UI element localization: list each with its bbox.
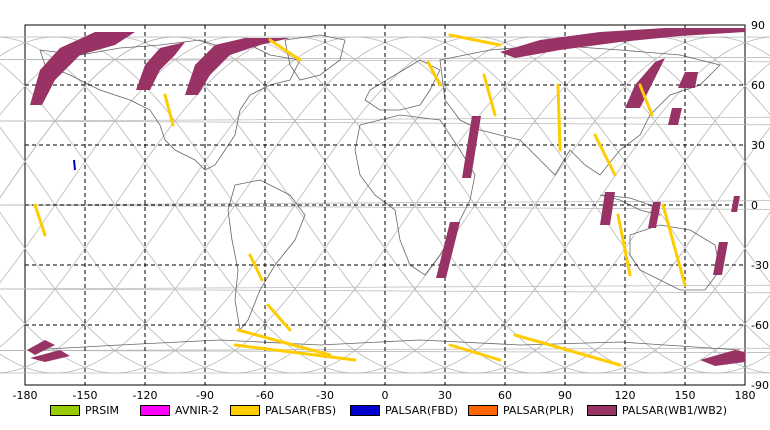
- lon-tick-label: -150: [73, 389, 98, 402]
- legend-label: PALSAR(FBS): [265, 403, 337, 417]
- lon-tick-label: 180: [735, 389, 756, 402]
- swath-wb: [600, 192, 615, 225]
- swath-wb: [462, 116, 481, 178]
- lon-tick-label: 30: [438, 389, 452, 402]
- swath-fbs: [268, 38, 302, 62]
- lon-tick-label: 150: [675, 389, 696, 402]
- lon-tick-labels: -180 -150 -120 -90 -60 -30 0 30 60 90 120 150 180: [13, 389, 756, 402]
- legend-swatch: [350, 404, 380, 416]
- swath-wb: [625, 58, 665, 108]
- lon-tick-label: 90: [558, 389, 572, 402]
- swaths-fbs: [33, 33, 687, 367]
- swath-fbs: [236, 328, 332, 357]
- swath-wb: [678, 72, 698, 88]
- lat-tick-label: -30: [751, 259, 769, 272]
- swath-wb: [136, 42, 185, 90]
- legend-item-avnir2: AVNIR-2: [140, 401, 219, 419]
- lon-tick-label: -90: [196, 389, 214, 402]
- lon-tick-label: 120: [615, 389, 636, 402]
- swaths-fbd: [73, 159, 76, 171]
- swath-wb: [185, 38, 290, 95]
- swath-fbd: [73, 159, 76, 171]
- swath-fbs: [661, 203, 687, 287]
- swaths-wb: [27, 28, 745, 366]
- swath-wb: [30, 32, 135, 105]
- legend-label: PALSAR(PLR): [503, 403, 574, 417]
- lat-tick-label: 90: [751, 19, 765, 32]
- swath-wb: [713, 242, 728, 275]
- legend-item-palsar-plr: PALSAR(PLR): [468, 401, 574, 419]
- greenland-outline: [284, 34, 346, 81]
- swath-fbs: [448, 33, 502, 47]
- swath-wb: [700, 350, 745, 366]
- swath-fbs: [638, 83, 654, 117]
- swath-fbs: [513, 333, 622, 367]
- swath-wb: [27, 340, 55, 355]
- lat-tick-labels: 90 60 30 0 -30 -60 -90: [751, 19, 769, 392]
- indonesia-outline: [599, 194, 662, 216]
- swath-fbs: [266, 303, 292, 332]
- swath-fbs: [616, 213, 632, 277]
- lat-tick-label: -60: [751, 319, 769, 332]
- lat-tick-label: 60: [751, 79, 765, 92]
- lon-tick-label: 60: [498, 389, 512, 402]
- orbit-tracks: [0, 36, 770, 374]
- swath-fbs: [593, 133, 617, 177]
- lon-tick-label: 0: [382, 389, 389, 402]
- legend-swatch: [468, 404, 498, 416]
- swath-wb: [731, 196, 740, 212]
- lat-tick-label: -90: [751, 379, 769, 392]
- legend-label: AVNIR-2: [175, 403, 219, 417]
- lat-tick-label: 0: [751, 199, 758, 212]
- swath-fbs: [426, 60, 442, 87]
- lat-tick-label: 30: [751, 139, 765, 152]
- lon-tick-label: -30: [316, 389, 334, 402]
- north-america-outline: [39, 39, 301, 171]
- swath-fbs: [448, 343, 502, 362]
- swath-wb: [648, 202, 661, 228]
- swath-wb: [500, 28, 745, 58]
- europe-outline: [364, 59, 441, 111]
- legend-label: PALSAR(FBD): [385, 403, 458, 417]
- legend-item-palsar-fbs: PALSAR(FBS): [230, 401, 336, 419]
- legend-label: PRSIM: [85, 403, 119, 417]
- lon-tick-label: -120: [133, 389, 158, 402]
- legend-item-palsar-fbd: PALSAR(FBD): [350, 401, 458, 419]
- swath-fbs: [556, 83, 562, 152]
- legend: PRSIM AVNIR-2 PALSAR(FBS) PALSAR(FBD) PA…: [0, 401, 770, 425]
- swath-fbs: [33, 203, 47, 237]
- legend-swatch: [587, 404, 617, 416]
- legend-item-prsim: PRSIM: [50, 401, 119, 419]
- lon-tick-label: -180: [13, 389, 38, 402]
- swath-fbs: [248, 253, 264, 282]
- swath-fbs: [482, 73, 497, 117]
- swath-wb: [436, 222, 460, 278]
- legend-label: PALSAR(WB1/WB2): [622, 403, 728, 417]
- legend-swatch: [50, 404, 80, 416]
- south-america-outline: [227, 179, 306, 331]
- swath-fbs: [233, 343, 357, 362]
- swath-wb: [30, 350, 70, 362]
- legend-item-palsar-wb: PALSAR(WB1/WB2): [587, 401, 727, 419]
- legend-swatch: [140, 404, 170, 416]
- antarctica-outline: [29, 339, 741, 351]
- swath-wb: [668, 108, 682, 125]
- legend-swatch: [230, 404, 260, 416]
- swath-fbs: [163, 93, 175, 127]
- lon-tick-label: -60: [256, 389, 274, 402]
